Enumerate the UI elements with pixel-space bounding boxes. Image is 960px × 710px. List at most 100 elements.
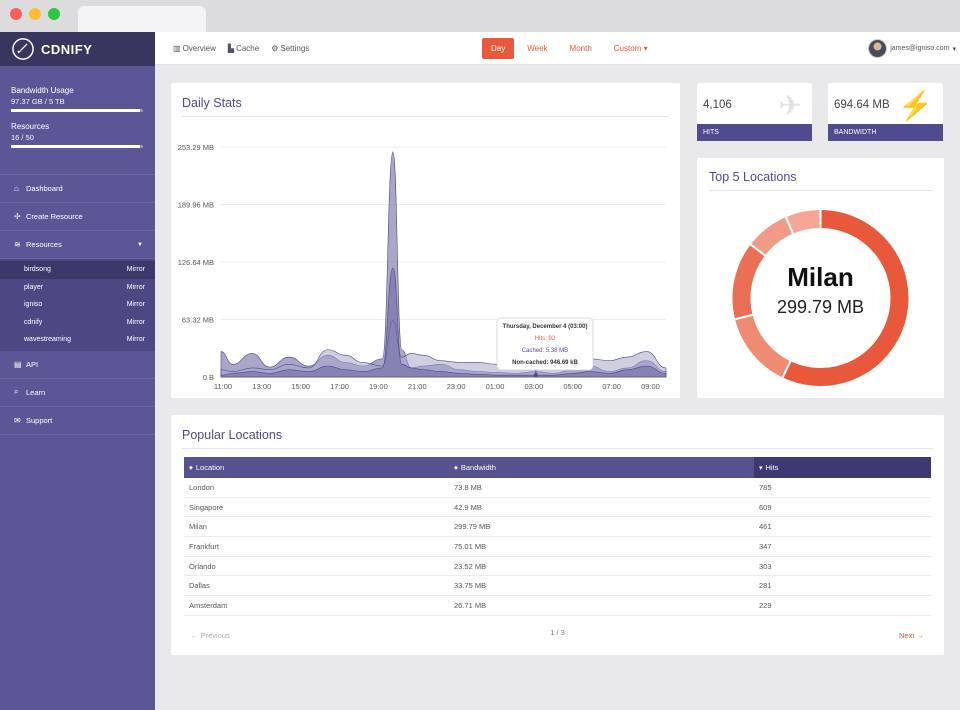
- lightning-icon: ⚡: [898, 90, 933, 121]
- table-row[interactable]: Singapore 42.9 MB 609: [184, 498, 931, 518]
- popular-locations-table: ◆ Location ◆ Bandwidth ▾ Hits London 73.8…: [184, 457, 931, 616]
- resource-item[interactable]: player Mirror: [0, 279, 155, 297]
- y-tick-label: 0 B: [203, 373, 214, 382]
- donut-slice: [784, 207, 822, 236]
- donut-center-city: Milan: [787, 262, 854, 292]
- daily-stats-chart[interactable]: 253.29 MB 189.96 MB 126.64 MB 63.32 MB 0 B11…: [171, 83, 680, 398]
- sidebar-item-create-resource[interactable]: ✢ Create Resource: [0, 203, 155, 231]
- x-tick-label: 15:00: [291, 382, 310, 391]
- sidebar-item-label: Support: [26, 415, 53, 425]
- y-tick-label: 63.32 MB: [182, 316, 214, 325]
- table-row[interactable]: Amsterdam 26.71 MB 229: [184, 596, 931, 616]
- x-tick-label: 07:00: [602, 382, 621, 391]
- column-header-hits[interactable]: ▾ Hits: [754, 457, 931, 478]
- column-header-bandwidth[interactable]: ◆ Bandwidth: [449, 457, 754, 478]
- rocket-icon: ✈: [778, 90, 802, 121]
- range-custom-dropdown[interactable]: Custom ▾: [613, 44, 648, 53]
- resources-usage-fill: [11, 145, 141, 148]
- table-row[interactable]: Orlando 23.52 MB 303: [184, 557, 931, 577]
- home-icon: ⌂: [14, 184, 19, 193]
- rocket-logo-icon: [12, 38, 34, 60]
- previous-page-link[interactable]: ← Previous: [191, 631, 230, 640]
- resource-type: Mirror: [126, 336, 145, 344]
- brand-name: CDNIFY: [41, 41, 93, 57]
- range-day-button[interactable]: Day: [482, 38, 515, 59]
- y-tick-label: 253.29 MB: [178, 143, 214, 152]
- cell-hits: 461: [759, 522, 772, 532]
- daily-stats-title: Daily Stats: [182, 96, 242, 110]
- cell-bandwidth: 33.75 MB: [454, 581, 487, 591]
- resource-item[interactable]: igniso Mirror: [0, 296, 155, 314]
- sidebar: CDNIFY Bandwidth Usage 97.37 GB / 5 TB R…: [0, 32, 155, 710]
- user-email: james@igniso.com: [890, 45, 950, 52]
- bandwidth-usage: Bandwidth Usage 97.37 GB / 5 TB: [0, 66, 155, 112]
- tab-overview[interactable]: ▥ Overview: [173, 44, 216, 53]
- donut-slice: [748, 214, 795, 258]
- close-window-button[interactable]: [10, 8, 22, 20]
- next-page-link[interactable]: Next →: [898, 631, 924, 640]
- popular-locations-card: Popular Locations ◆ Location ◆ Bandwidth…: [171, 415, 944, 655]
- top-locations-donut-chart[interactable]: [697, 158, 944, 398]
- table-row[interactable]: London 73.8 MB 785: [184, 478, 931, 498]
- hits-value: 4,106: [703, 99, 732, 111]
- hover-point: [533, 373, 538, 377]
- sidebar-item-support[interactable]: ✉ Support: [0, 407, 155, 435]
- sidebar-item-label: Dashboard: [26, 184, 63, 193]
- minimize-window-button[interactable]: [29, 8, 41, 20]
- sidebar-item-learn[interactable]: ⌕ Learn: [0, 379, 155, 407]
- table-body: London 73.8 MB 785 Singapore 42.9 MB 609 Milan…: [184, 478, 931, 616]
- x-tick-label: 11:00: [214, 382, 232, 391]
- x-tick-label: 01:00: [486, 382, 505, 391]
- logo[interactable]: CDNIFY: [0, 32, 155, 66]
- cell-bandwidth: 73.8 MB: [454, 482, 482, 492]
- table-row[interactable]: Dallas 33.75 MB 281: [184, 576, 931, 597]
- table-row[interactable]: Frankfurt 75.01 MB 347: [184, 537, 931, 557]
- tooltip-line: Cached: 5.38 MB: [522, 348, 568, 354]
- column-header-location[interactable]: ◆ Location: [184, 457, 449, 478]
- tab-label: Settings: [280, 44, 310, 53]
- tooltip-line: Thursday, December 4 (03:00): [503, 324, 588, 330]
- sidebar-item-resources[interactable]: ≋ Resources ▼: [0, 231, 155, 259]
- chevron-down-icon: ▾: [952, 45, 956, 53]
- sidebar-item-label: Resources: [26, 240, 62, 249]
- cell-bandwidth: 26.71 MB: [454, 600, 487, 610]
- bandwidth-usage-bar: [11, 109, 143, 112]
- sidebar-item-label: Learn: [26, 387, 46, 397]
- sort-icon: ◆: [454, 464, 458, 471]
- divider: [182, 448, 933, 449]
- window-chrome: [0, 0, 960, 32]
- bandwidth-usage-label: Bandwidth Usage: [11, 86, 74, 95]
- table-row[interactable]: Milan 299.79 MB 461: [184, 517, 931, 538]
- resource-item[interactable]: birdsong Mirror: [0, 261, 155, 279]
- cell-location: Milan: [189, 522, 207, 532]
- sidebar-item-label: Create Resource: [26, 212, 83, 221]
- range-month-button[interactable]: Month: [569, 44, 592, 53]
- cell-hits: 303: [759, 561, 772, 571]
- resource-item[interactable]: wavestreaming Mirror: [0, 331, 155, 349]
- cell-location: Frankfurt: [189, 541, 220, 551]
- bandwidth-stat-card: 694.64 MB ⚡ BANDWIDTH: [828, 83, 943, 141]
- cell-hits: 347: [759, 541, 772, 551]
- tab-settings[interactable]: ⚙ Settings: [271, 44, 309, 53]
- x-tick-label: 23:00: [447, 382, 466, 391]
- column-label: Hits: [765, 463, 779, 472]
- sidebar-item-dashboard[interactable]: ⌂ Dashboard: [0, 175, 155, 203]
- resource-name: cdnify: [24, 318, 43, 326]
- gear-icon: ⚙: [271, 44, 279, 53]
- user-menu[interactable]: james@igniso.com ▾: [868, 39, 956, 58]
- sidebar-item-api[interactable]: ▤ API: [0, 351, 155, 379]
- layers-icon: ≋: [14, 240, 21, 249]
- resource-name: birdsong: [24, 266, 51, 274]
- resource-item[interactable]: cdnify Mirror: [0, 314, 155, 332]
- cell-location: Singapore: [189, 502, 224, 512]
- cell-location: Orlando: [189, 561, 216, 571]
- donut-slice: [732, 313, 793, 380]
- maximize-window-button[interactable]: [48, 8, 60, 20]
- tab-cache[interactable]: ▙ Cache: [228, 44, 259, 53]
- cell-hits: 609: [759, 502, 772, 512]
- page-indicator: 1 / 3: [550, 628, 565, 637]
- cell-bandwidth: 23.52 MB: [454, 561, 487, 571]
- browser-tab[interactable]: [78, 6, 206, 32]
- range-week-button[interactable]: Week: [527, 44, 548, 53]
- tab-label: Overview: [182, 44, 216, 53]
